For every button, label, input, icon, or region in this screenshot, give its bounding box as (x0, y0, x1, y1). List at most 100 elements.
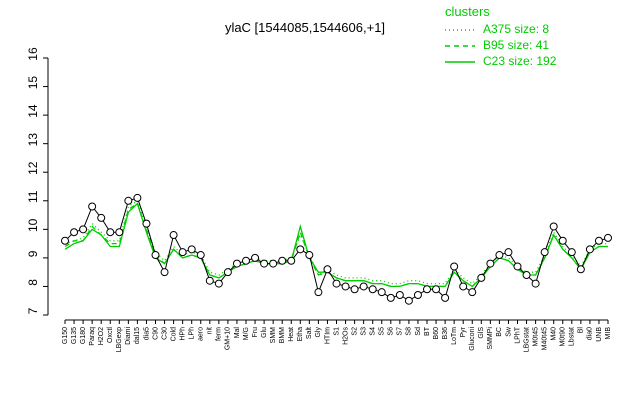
x-tick-label: UNB (596, 327, 603, 342)
data-point (441, 293, 450, 302)
data-point (450, 262, 459, 271)
x-tick-label: SMMPi (487, 327, 494, 350)
data-point (142, 219, 151, 228)
data-point (97, 213, 106, 222)
data-point (477, 273, 486, 282)
x-tick-label: G180 (80, 327, 87, 344)
y-tick-label: 8 (26, 279, 40, 286)
data-point (513, 262, 522, 271)
data-point (576, 265, 585, 274)
data-point (251, 253, 260, 262)
data-point (287, 256, 296, 265)
x-tick-label: dia0 (587, 327, 594, 340)
data-point (432, 285, 441, 294)
data-point (585, 245, 594, 254)
x-tick-label: Gluconi (469, 327, 476, 351)
data-point (205, 276, 214, 285)
data-point (413, 291, 422, 300)
data-point (278, 256, 287, 265)
data-point (377, 288, 386, 297)
data-point (61, 236, 69, 245)
x-tick-label: M0t45 (532, 327, 539, 347)
data-point (151, 251, 160, 260)
x-tick-label: LPh (189, 327, 196, 340)
x-tick-label: M40 (551, 327, 558, 341)
x-tick-label: ferm (216, 327, 223, 341)
x-tick-label: LBGexp (116, 327, 123, 352)
x-tick-label: M40t45 (541, 327, 548, 350)
data-point (594, 236, 603, 245)
x-tick-label: Gly (315, 327, 322, 338)
x-tick-label: aero (198, 327, 205, 341)
y-tick-label: 15 (26, 76, 40, 90)
x-tick-label: BT (424, 326, 431, 336)
x-tick-label: S6 (388, 327, 395, 336)
x-tick-label: Paraq (89, 327, 96, 346)
x-tick-label: Heat (288, 327, 295, 342)
x-tick-label: H2O2 (98, 327, 105, 345)
data-point (214, 279, 223, 288)
x-tick-label: G150 (62, 327, 69, 344)
x-tick-label: Fru (252, 327, 259, 338)
x-tick-label: S2 (351, 327, 358, 336)
y-tick-label: 11 (26, 190, 40, 203)
x-tick-label: B60 (433, 327, 440, 340)
x-tick-label: H2Os (342, 327, 349, 345)
x-tick-label: Etha (297, 327, 304, 342)
data-point (332, 279, 341, 288)
data-point (486, 259, 495, 268)
y-tick-label: 16 (26, 47, 40, 61)
x-tick-label: C90 (152, 327, 159, 340)
x-tick-label: HPh (179, 327, 186, 341)
x-tick-label: G135 (71, 327, 78, 344)
y-tick-label: 12 (26, 161, 40, 175)
x-tick-label: dia5 (143, 327, 150, 340)
x-tick-label: S8 (406, 327, 413, 336)
y-tick-label: 7 (26, 307, 40, 314)
data-point (368, 285, 377, 294)
x-tick-label: S5 (379, 327, 386, 336)
data-point (395, 291, 404, 300)
x-tick-label: Salt (306, 327, 313, 339)
x-tick-label: LBGstat (523, 327, 530, 352)
data-point (296, 245, 305, 254)
x-tick-label: dal15 (134, 327, 141, 344)
data-point (106, 228, 115, 237)
x-tick-label: Pyr (460, 326, 467, 337)
data-point (495, 251, 504, 260)
legend-label: C23 size: 192 (483, 54, 557, 68)
data-point (223, 268, 232, 277)
data-point (604, 233, 612, 242)
data-point (115, 228, 124, 237)
x-tick-label: BC (496, 327, 503, 337)
data-point (404, 296, 413, 305)
data-point (468, 288, 477, 297)
data-point (124, 196, 133, 205)
x-tick-label: Sd (415, 327, 422, 336)
chart-title: ylaC [1544085,1544606,+1] (225, 20, 385, 35)
y-tick-label: 13 (26, 133, 40, 147)
data-point (88, 202, 97, 211)
x-tick-label: S1 (333, 327, 340, 336)
data-point (79, 225, 88, 234)
legend-label: B95 size: 41 (483, 38, 549, 52)
data-point (314, 288, 323, 297)
y-tick-label: 9 (26, 250, 40, 257)
x-tick-label: Lbstat (569, 327, 576, 346)
x-tick-label: HTIm (324, 327, 331, 344)
x-tick-label: Cold (170, 327, 177, 342)
x-tick-label: S3 (360, 327, 367, 336)
data-point (341, 282, 350, 291)
data-point (359, 282, 368, 291)
data-point (169, 231, 178, 240)
data-point (242, 256, 250, 265)
data-point (160, 268, 169, 277)
x-tick-label: GlS (478, 327, 485, 339)
x-tick-label: SMM (270, 327, 277, 344)
x-tick-label: Glu (261, 327, 268, 338)
legend-label: A375 size: 8 (483, 22, 549, 36)
x-tick-label: Sw (505, 326, 512, 337)
y-tick-label: 14 (26, 104, 40, 118)
data-point (196, 251, 205, 260)
